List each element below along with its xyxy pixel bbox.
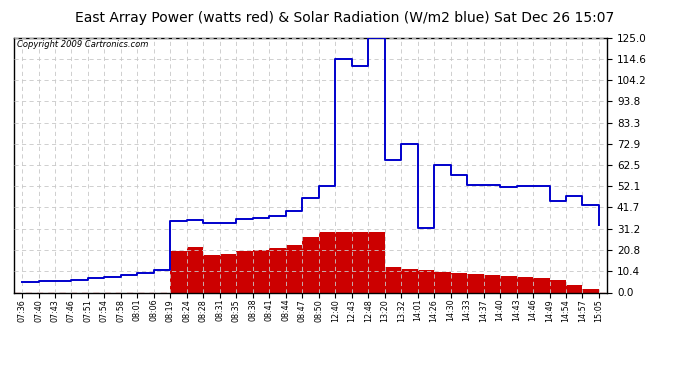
- Text: East Array Power (watts red) & Solar Radiation (W/m2 blue) Sat Dec 26 15:07: East Array Power (watts red) & Solar Rad…: [75, 11, 615, 25]
- Text: Copyright 2009 Cartronics.com: Copyright 2009 Cartronics.com: [17, 40, 148, 49]
